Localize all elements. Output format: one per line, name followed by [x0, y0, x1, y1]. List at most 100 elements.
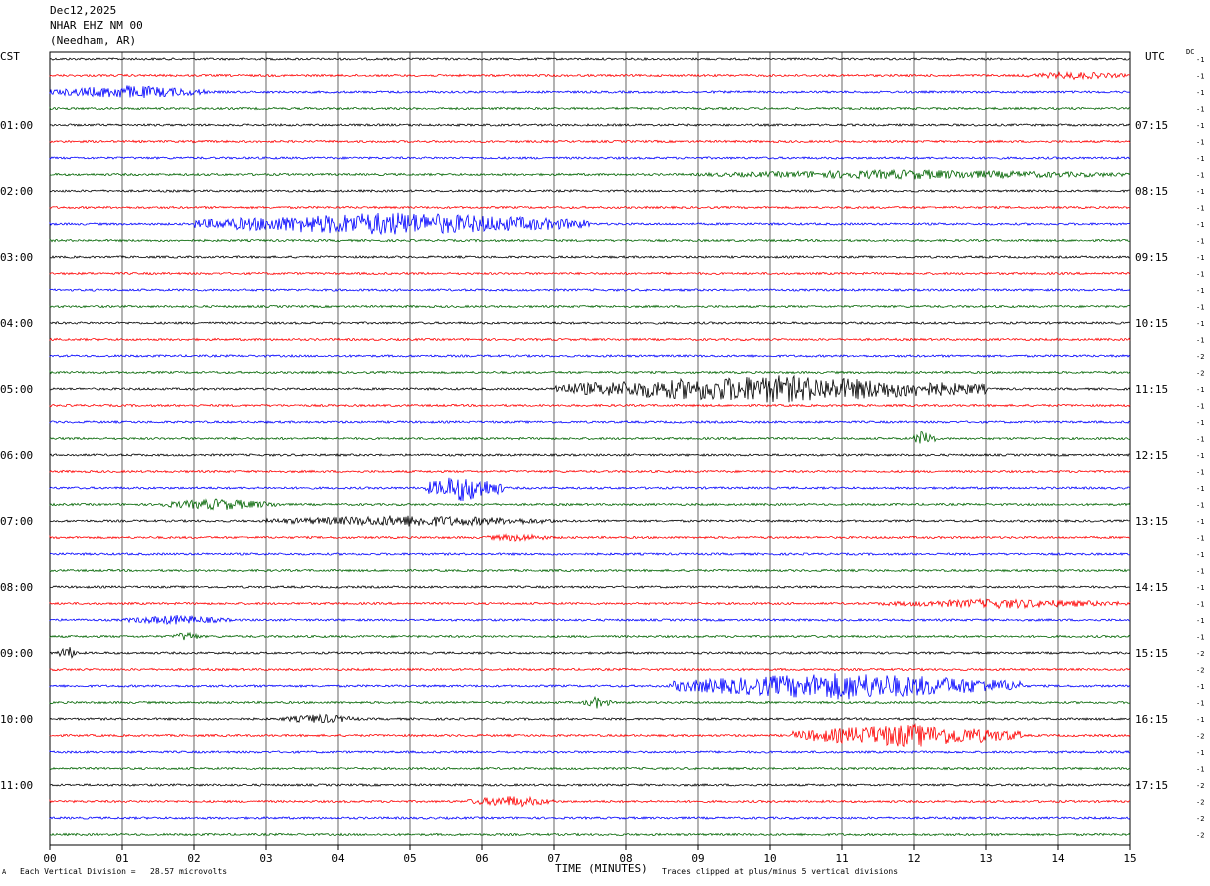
left-hour-label: 01:00: [0, 119, 33, 132]
x-tick-label: 06: [475, 852, 488, 865]
trace-line: [49, 750, 1131, 754]
dc-offset-value: -1: [1196, 551, 1204, 559]
trace-line: [49, 631, 1131, 641]
trace-line: [49, 696, 1131, 709]
trace-line: [49, 766, 1131, 771]
x-tick-label: 07: [547, 852, 560, 865]
x-tick-label: 08: [619, 852, 632, 865]
right-hour-labels: 07:15 08:15 09:15 10:15 11:15 12:15 13:15 14:15…: [1135, 119, 1168, 792]
header-station: NHAR EHZ NM 00: [50, 19, 143, 32]
x-tick-label: 10: [763, 852, 776, 865]
trace-line: [49, 106, 1131, 111]
dc-offset-value: -1: [1196, 221, 1204, 229]
x-tick-label: 00: [43, 852, 56, 865]
x-tick-label: 02: [187, 852, 200, 865]
trace-line: [49, 304, 1131, 309]
left-hour-label: 11:00: [0, 779, 33, 792]
plot-grid: [49, 51, 1131, 846]
left-axis-label: CST: [0, 50, 20, 63]
right-hour-label: 09:15: [1135, 251, 1168, 264]
trace-line: [49, 70, 1131, 81]
footer-clip-note: Traces clipped at plus/minus 5 vertical …: [662, 867, 899, 876]
dc-offset-labels: -1 -1 -1 -1 -1 -1 -1 -1 -1 -1 -1 -1 -1 -1 -1 -1 -1 -1 -2 -2…: [1196, 56, 1204, 840]
right-hour-label: 14:15: [1135, 581, 1168, 594]
dc-offset-value: -1: [1196, 172, 1204, 180]
x-tick-label: 13: [979, 852, 992, 865]
trace-line: [49, 271, 1131, 276]
x-tick-label: 11: [835, 852, 848, 865]
left-hour-label: 02:00: [0, 185, 33, 198]
dc-offset-value: -1: [1196, 716, 1204, 724]
dc-offset-value: -1: [1196, 469, 1204, 477]
dc-offset-value: -1: [1196, 205, 1204, 213]
trace-line: [49, 498, 1131, 511]
trace-line: [49, 353, 1131, 358]
trace-line: [49, 139, 1131, 144]
trace-line: [49, 783, 1131, 787]
trace-line: [49, 533, 1131, 542]
left-hour-label: 04:00: [0, 317, 33, 330]
dc-offset-value: -2: [1196, 832, 1204, 840]
dc-offset-value: -1: [1196, 89, 1204, 97]
trace-line: [49, 156, 1131, 160]
helicorder-traces: [49, 56, 1131, 837]
trace-line: [49, 515, 1131, 527]
dc-offset-value: -1: [1196, 155, 1204, 163]
right-hour-label: 13:15: [1135, 515, 1168, 528]
dc-offset-value: -1: [1196, 320, 1204, 328]
x-tick-label: 12: [907, 852, 920, 865]
right-hour-label: 11:15: [1135, 383, 1168, 396]
dc-offset-value: -1: [1196, 485, 1204, 493]
dc-offset-value: -1: [1196, 518, 1204, 526]
dc-offset-value: -1: [1196, 254, 1204, 262]
trace-line: [49, 374, 1131, 403]
trace-line: [49, 477, 1131, 502]
left-hour-label: 09:00: [0, 647, 33, 660]
dc-offset-value: -1: [1196, 749, 1204, 757]
right-hour-label: 12:15: [1135, 449, 1168, 462]
header-location: (Needham, AR): [50, 34, 137, 47]
trace-line: [49, 370, 1131, 375]
right-axis-label: UTC: [1145, 50, 1165, 63]
x-tick-label: 04: [331, 852, 345, 865]
trace-line: [49, 453, 1131, 457]
trace-line: [49, 597, 1131, 610]
dc-offset-value: -2: [1196, 667, 1204, 675]
left-hour-label: 07:00: [0, 515, 33, 528]
left-hour-label: 05:00: [0, 383, 33, 396]
trace-line: [49, 337, 1131, 342]
dc-offset-value: -1: [1196, 238, 1204, 246]
trace-line: [49, 615, 1131, 626]
dc-offset-value: -1: [1196, 436, 1204, 444]
x-axis-ticks: 00 01 02 03 04 05 06 07 08 09 10 11 12 13 14 15: [43, 845, 1137, 865]
dc-offset-value: -1: [1196, 386, 1204, 394]
right-hour-label: 07:15: [1135, 119, 1168, 132]
trace-line: [49, 238, 1131, 243]
footer-scale-note: Each Vertical Division = 28.57 microvolt…: [20, 867, 228, 876]
left-hour-label: 06:00: [0, 449, 33, 462]
x-tick-label: 01: [115, 852, 128, 865]
right-hour-label: 16:15: [1135, 713, 1168, 726]
trace-line: [49, 85, 1130, 99]
dc-offset-value: -2: [1196, 733, 1204, 741]
dc-offset-value: -1: [1196, 106, 1204, 114]
dc-offset-value: -1: [1196, 584, 1204, 592]
dc-offset-value: -1: [1196, 188, 1204, 196]
dc-offset-value: -1: [1196, 766, 1204, 774]
x-tick-label: 05: [403, 852, 416, 865]
dc-offset-value: -1: [1196, 271, 1204, 279]
dc-offset-value: -1: [1196, 337, 1204, 345]
dc-offset-value: -1: [1196, 683, 1204, 691]
left-hour-label: 08:00: [0, 581, 33, 594]
dc-offset-value: -2: [1196, 353, 1204, 361]
dc-offset-value: -1: [1196, 139, 1204, 147]
x-tick-label: 15: [1123, 852, 1136, 865]
right-hour-label: 08:15: [1135, 185, 1168, 198]
header-date: Dec12,2025: [50, 4, 117, 17]
trace-line: [49, 832, 1131, 837]
dc-offset-value: -2: [1196, 799, 1204, 807]
trace-line: [49, 723, 1131, 748]
trace-line: [49, 552, 1130, 557]
trace-line: [49, 168, 1131, 180]
